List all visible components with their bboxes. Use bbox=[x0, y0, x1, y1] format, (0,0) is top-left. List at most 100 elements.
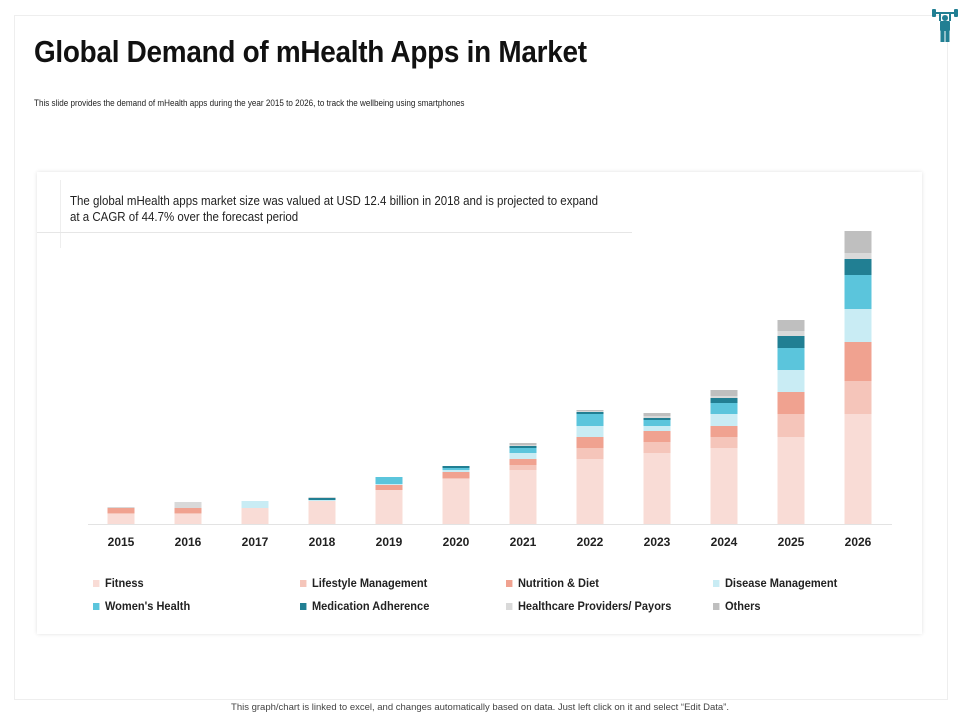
bar-segment-2024-7[interactable] bbox=[710, 390, 738, 396]
bar-segment-2026-0[interactable] bbox=[844, 414, 872, 524]
page-title: Global Demand of mHealth Apps in Market bbox=[34, 34, 587, 69]
legend-item: Women's Health bbox=[93, 599, 190, 613]
bar-segment-2025-0[interactable] bbox=[777, 437, 805, 524]
bar-segment-2021-4[interactable] bbox=[509, 448, 537, 453]
bar-segment-2015-6[interactable] bbox=[107, 507, 135, 508]
bar-segment-2022-6[interactable] bbox=[576, 411, 604, 412]
bar-segment-2018-6[interactable] bbox=[308, 497, 336, 498]
bar-segment-2016-1[interactable] bbox=[174, 513, 202, 514]
bar-segment-2024-2[interactable] bbox=[710, 426, 738, 437]
legend-swatch bbox=[713, 603, 720, 611]
bar-segment-2016-6[interactable] bbox=[174, 502, 202, 508]
legend-item: Medication Adherence bbox=[300, 599, 429, 613]
bar-segment-2020-2[interactable] bbox=[442, 472, 470, 478]
bar-segment-2017-3[interactable] bbox=[241, 501, 269, 508]
bar-segment-2016-0[interactable] bbox=[174, 514, 202, 524]
bar-segment-2020-5[interactable] bbox=[442, 466, 470, 468]
bar-segment-2020-0[interactable] bbox=[442, 479, 470, 524]
bar-segment-2023-2[interactable] bbox=[643, 431, 671, 442]
bar-segment-2023-6[interactable] bbox=[643, 416, 671, 418]
bar-segment-2024-4[interactable] bbox=[710, 403, 738, 414]
x-tick-label: 2020 bbox=[443, 535, 470, 549]
bar-segment-2023-7[interactable] bbox=[643, 413, 671, 416]
bar-segment-2023-0[interactable] bbox=[643, 453, 671, 524]
bar-segment-2019-4[interactable] bbox=[375, 477, 403, 484]
bar-segment-2018-3[interactable] bbox=[308, 500, 336, 501]
bar-segment-2022-3[interactable] bbox=[576, 426, 604, 437]
bar-segment-2025-1[interactable] bbox=[777, 414, 805, 437]
bar-segment-2026-1[interactable] bbox=[844, 381, 872, 414]
bar-segment-2020-4[interactable] bbox=[442, 468, 470, 470]
bar-segment-2026-7[interactable] bbox=[844, 231, 872, 253]
bar-segment-2025-3[interactable] bbox=[777, 370, 805, 392]
bar-segment-2025-4[interactable] bbox=[777, 348, 805, 370]
bar-segment-2018-5[interactable] bbox=[308, 498, 336, 500]
bar-segment-2018-0[interactable] bbox=[308, 501, 336, 524]
bar-segment-2020-1[interactable] bbox=[442, 478, 470, 479]
bar-segment-2024-0[interactable] bbox=[710, 448, 738, 524]
legend-swatch bbox=[713, 580, 720, 588]
legend-swatch bbox=[506, 580, 513, 588]
bar-segment-2024-5[interactable] bbox=[710, 398, 738, 403]
x-tick-label: 2019 bbox=[376, 535, 403, 549]
bar-segment-2024-6[interactable] bbox=[710, 396, 738, 398]
bar-segment-2021-2[interactable] bbox=[509, 459, 537, 465]
note-divider bbox=[37, 232, 632, 233]
bar-segment-2022-1[interactable] bbox=[576, 448, 604, 459]
bar-segment-2021-5[interactable] bbox=[509, 446, 537, 448]
bar-segment-2026-6[interactable] bbox=[844, 253, 872, 259]
bar-segment-2025-7[interactable] bbox=[777, 320, 805, 331]
legend-item: Disease Management bbox=[713, 576, 837, 590]
bar-segment-2026-2[interactable] bbox=[844, 342, 872, 381]
bar-segment-2026-3[interactable] bbox=[844, 309, 872, 342]
bar-segment-2019-0[interactable] bbox=[375, 490, 403, 524]
page-subtitle: This slide provides the demand of mHealt… bbox=[34, 98, 465, 108]
bar-segment-2022-2[interactable] bbox=[576, 437, 604, 448]
weightlifter-icon bbox=[930, 5, 960, 50]
chart-card[interactable] bbox=[37, 172, 922, 634]
x-tick-label: 2016 bbox=[175, 535, 202, 549]
bar-segment-2024-3[interactable] bbox=[710, 414, 738, 426]
bar-segment-2025-2[interactable] bbox=[777, 392, 805, 414]
bar-segment-2022-0[interactable] bbox=[576, 459, 604, 524]
bar-segment-2024-1[interactable] bbox=[710, 437, 738, 448]
bar-segment-2025-5[interactable] bbox=[777, 336, 805, 348]
note-divider-vertical bbox=[60, 180, 61, 248]
legend-item: Lifestyle Management bbox=[300, 576, 427, 590]
legend-swatch bbox=[300, 580, 307, 588]
x-tick-label: 2026 bbox=[845, 535, 872, 549]
x-tick-label: 2024 bbox=[711, 535, 738, 549]
legend-item: Fitness bbox=[93, 576, 144, 590]
bar-segment-2022-7[interactable] bbox=[576, 410, 604, 411]
bar-segment-2026-4[interactable] bbox=[844, 275, 872, 309]
bar-segment-2026-5[interactable] bbox=[844, 259, 872, 275]
bar-segment-2023-5[interactable] bbox=[643, 418, 671, 420]
bar-segment-2017-0[interactable] bbox=[241, 508, 269, 524]
bar-segment-2021-1[interactable] bbox=[509, 465, 537, 470]
bar-segment-2019-2[interactable] bbox=[375, 485, 403, 490]
legend-item: Healthcare Providers/ Payors bbox=[506, 599, 671, 613]
legend-swatch bbox=[506, 603, 513, 611]
bar-segment-2022-5[interactable] bbox=[576, 412, 604, 414]
bar-segment-2025-6[interactable] bbox=[777, 331, 805, 336]
bar-segment-2022-4[interactable] bbox=[576, 414, 604, 426]
legend-item: Nutrition & Diet bbox=[506, 576, 599, 590]
bar-segment-2015-0[interactable] bbox=[107, 514, 135, 524]
bar-segment-2021-6[interactable] bbox=[509, 445, 537, 446]
slide-border bbox=[14, 15, 948, 700]
bar-segment-2015-2[interactable] bbox=[107, 508, 135, 513]
bar-segment-2020-3[interactable] bbox=[442, 470, 470, 472]
bar-segment-2015-1[interactable] bbox=[107, 513, 135, 514]
bar-segment-2021-3[interactable] bbox=[509, 453, 537, 459]
bar-segment-2021-0[interactable] bbox=[509, 470, 537, 524]
bar-segment-2023-3[interactable] bbox=[643, 426, 671, 431]
legend-swatch bbox=[300, 603, 307, 611]
bar-segment-2016-2[interactable] bbox=[174, 508, 202, 513]
bar-segment-2023-4[interactable] bbox=[643, 420, 671, 426]
bar-segment-2019-3[interactable] bbox=[375, 484, 403, 485]
bar-segment-2023-1[interactable] bbox=[643, 442, 671, 453]
x-tick-label: 2021 bbox=[510, 535, 537, 549]
legend-item: Others bbox=[713, 599, 761, 613]
bar-segment-2021-7[interactable] bbox=[509, 443, 537, 445]
